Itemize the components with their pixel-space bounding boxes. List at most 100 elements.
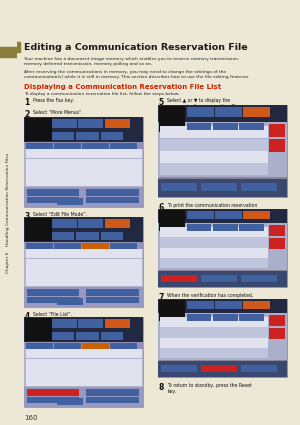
Bar <box>201 275 237 281</box>
Bar <box>24 149 143 187</box>
Bar <box>76 232 99 240</box>
Bar <box>160 258 268 268</box>
Bar <box>24 349 143 387</box>
Text: 8: 8 <box>158 383 164 392</box>
Bar <box>160 317 268 327</box>
Bar <box>54 143 81 149</box>
Bar <box>16 0 300 35</box>
Bar <box>24 317 143 407</box>
Bar <box>52 119 77 128</box>
Text: Press the Fax key.: Press the Fax key. <box>33 98 74 103</box>
Bar <box>110 143 137 149</box>
Bar <box>161 275 197 281</box>
Bar <box>160 139 268 150</box>
Bar <box>86 297 139 303</box>
Bar <box>26 368 142 377</box>
Bar <box>52 219 77 228</box>
Text: Select “Edit File Mode”.: Select “Edit File Mode”. <box>33 212 88 217</box>
Bar <box>160 338 268 348</box>
Bar <box>100 332 123 340</box>
Bar <box>26 268 142 277</box>
Bar <box>52 319 77 328</box>
Bar <box>26 359 142 368</box>
Text: To return to standby, press the Reset
key.: To return to standby, press the Reset ke… <box>167 383 252 394</box>
Bar <box>86 189 139 196</box>
Bar <box>241 275 277 281</box>
Bar <box>26 278 142 286</box>
Bar <box>14 42 20 52</box>
Text: 160: 160 <box>24 415 38 421</box>
Bar <box>158 105 287 133</box>
Bar <box>82 243 109 249</box>
Bar <box>27 189 79 196</box>
Bar <box>27 197 79 203</box>
Text: Select “More Menus”.: Select “More Menus”. <box>33 110 83 115</box>
Bar <box>160 348 268 358</box>
Text: Select ▲ or ▼ to display the
communication reservation file.: Select ▲ or ▼ to display the communicati… <box>167 98 240 109</box>
Bar <box>241 366 277 371</box>
Bar <box>24 217 143 307</box>
Bar <box>82 343 109 349</box>
Bar <box>160 163 268 175</box>
Bar <box>86 289 139 295</box>
Bar <box>24 249 143 287</box>
Bar <box>243 211 270 219</box>
Bar <box>86 389 139 396</box>
Bar <box>105 219 130 228</box>
Bar <box>86 397 139 403</box>
Text: 7: 7 <box>158 293 164 302</box>
Bar <box>26 249 142 258</box>
Bar <box>26 343 53 349</box>
Bar <box>215 300 242 309</box>
Text: 4: 4 <box>24 312 30 321</box>
Bar <box>78 119 103 128</box>
Bar <box>158 209 287 287</box>
Bar <box>239 123 264 130</box>
Bar <box>160 238 268 248</box>
Bar <box>76 332 99 340</box>
Bar <box>26 150 142 158</box>
Bar <box>24 117 143 142</box>
Bar <box>27 397 79 403</box>
Bar <box>269 139 284 152</box>
Bar <box>56 198 83 204</box>
Bar <box>26 168 142 177</box>
Text: Editing a Communication Reservation File: Editing a Communication Reservation File <box>24 42 248 51</box>
Bar <box>54 343 81 349</box>
Bar <box>269 315 284 326</box>
Text: Select “File List”.: Select “File List”. <box>33 312 72 317</box>
Bar <box>187 224 211 230</box>
Bar <box>187 107 214 116</box>
Bar <box>213 123 238 130</box>
Text: When the verification has completed,
Select “OK”.: When the verification has completed, Sel… <box>167 293 254 304</box>
Bar <box>56 398 83 405</box>
Bar <box>82 143 109 149</box>
Bar <box>160 248 268 258</box>
Bar <box>215 211 242 219</box>
Bar <box>160 151 268 163</box>
Bar <box>26 318 52 341</box>
Bar <box>158 313 287 360</box>
Bar <box>187 314 211 320</box>
Bar <box>161 366 197 371</box>
Bar <box>158 105 287 197</box>
Text: To print the communication reservation
report, Select “List Print”.: To print the communication reservation r… <box>167 203 257 214</box>
Bar <box>0 47 16 57</box>
Bar <box>78 219 103 228</box>
Bar <box>110 343 137 349</box>
Bar <box>160 227 268 237</box>
Bar <box>26 177 142 186</box>
Bar <box>159 210 185 231</box>
Bar <box>56 298 83 305</box>
Bar <box>26 159 142 167</box>
Bar <box>76 132 99 140</box>
Bar <box>187 123 211 130</box>
Bar <box>26 259 142 268</box>
Bar <box>243 107 270 116</box>
Bar <box>243 300 270 309</box>
Text: Your machine has a document image memory which enables you to reserve memory tra: Your machine has a document image memory… <box>24 57 240 66</box>
Bar <box>269 238 284 249</box>
Bar <box>158 272 287 287</box>
Bar <box>159 106 185 132</box>
Bar <box>158 209 287 232</box>
